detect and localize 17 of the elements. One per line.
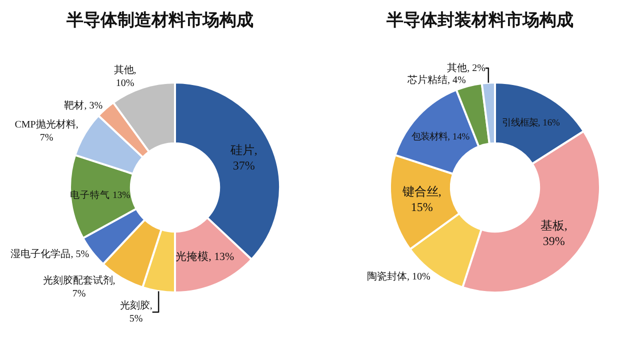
slice-label: 引线框架, 16% bbox=[502, 117, 560, 128]
slice-label: 光掩模, 13% bbox=[176, 250, 234, 264]
slice-label: 光刻胶, 5% bbox=[120, 300, 152, 325]
slice-label: 芯片粘结, 4% bbox=[406, 74, 466, 86]
slice-label: 包装材料, 14% bbox=[412, 132, 470, 143]
slice-label: 硅片, 37% bbox=[229, 143, 258, 173]
slice-label: 光刻胶配套试剂, 7% bbox=[42, 274, 116, 300]
slice-label: 靶材, 3% bbox=[64, 99, 103, 112]
slice-label: 其他, 10% bbox=[114, 64, 136, 89]
slice-label: CMP抛光材料, 7% bbox=[14, 118, 78, 144]
chart-title: 半导体封装材料市场构成 bbox=[386, 10, 574, 30]
slice-label: 湿电子化学品, 5% bbox=[10, 248, 90, 260]
slice-label: 其他, 2% bbox=[447, 62, 486, 74]
slice-label: 陶瓷封体, 10% bbox=[366, 270, 430, 282]
slice-label: 键合丝, 15% bbox=[401, 184, 442, 214]
slice-label: 基板, 39% bbox=[540, 218, 568, 248]
chart-title: 半导体制造材料市场构成 bbox=[66, 10, 254, 30]
